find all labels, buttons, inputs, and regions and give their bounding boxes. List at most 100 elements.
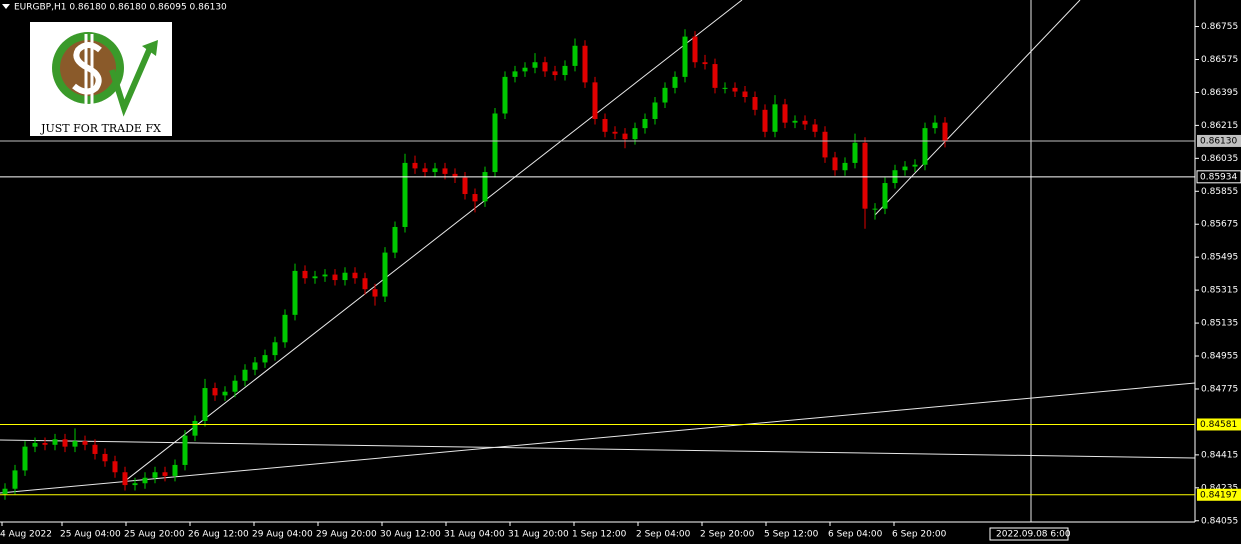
candle-body xyxy=(252,362,258,370)
candle-body xyxy=(822,131,828,158)
x-tick-label: 25 Aug 04:00 xyxy=(60,530,121,540)
candle-body xyxy=(342,272,348,281)
price-label-box xyxy=(1197,488,1241,501)
candle-body xyxy=(572,45,578,66)
candle-body xyxy=(932,122,938,129)
logo-check xyxy=(109,46,153,117)
y-tick-label: 0.85855 xyxy=(1201,187,1238,197)
candle-body xyxy=(842,162,848,171)
x-tick-label: 29 Aug 04:00 xyxy=(252,530,313,540)
candle-body xyxy=(812,124,818,132)
y-tick-label: 0.86395 xyxy=(1201,88,1238,98)
candle-body xyxy=(372,289,378,297)
candle-body xyxy=(282,314,288,343)
candle-body xyxy=(152,472,158,478)
candle-body xyxy=(362,278,368,290)
candle-body xyxy=(652,102,658,119)
candle-body xyxy=(702,62,708,65)
candle-body xyxy=(412,162,418,169)
candle-body xyxy=(122,472,128,486)
trend-line xyxy=(0,382,1196,494)
price-label: 0.85934 xyxy=(1200,172,1237,182)
x-tick-label: 29 Aug 20:00 xyxy=(316,530,377,540)
candle-body xyxy=(272,342,278,356)
candle-body xyxy=(802,120,808,125)
candle-body xyxy=(522,67,528,72)
candle-body xyxy=(72,441,78,447)
candle-body xyxy=(552,71,558,76)
candle-body xyxy=(722,87,728,89)
x-tick-label: 1 Sep 12:00 xyxy=(572,530,627,540)
candle-body xyxy=(382,252,388,297)
candle-body xyxy=(202,388,208,422)
y-tick-label: 0.85675 xyxy=(1201,220,1238,230)
candle-body xyxy=(922,128,928,165)
y-tick-label: 0.84055 xyxy=(1201,516,1238,526)
logo-text: JUST FOR TRADE FX xyxy=(40,122,161,135)
y-tick-label: 0.84235 xyxy=(1201,483,1238,493)
candle-body xyxy=(912,164,918,167)
y-tick-label: 0.86035 xyxy=(1201,154,1238,164)
candle-body xyxy=(682,36,688,77)
price-label: 0.84197 xyxy=(1200,490,1237,500)
candle-body xyxy=(592,82,598,119)
y-tick-label: 0.86215 xyxy=(1201,121,1238,131)
candle-body xyxy=(212,388,218,396)
candle-body xyxy=(782,104,788,123)
candle-body xyxy=(862,142,868,209)
candle-body xyxy=(422,168,428,173)
candle-body xyxy=(472,194,478,202)
logo-s xyxy=(72,42,102,95)
y-tick-label: 0.85315 xyxy=(1201,286,1238,296)
x-tick-label: 30 Aug 12:00 xyxy=(380,530,441,540)
candle-body xyxy=(222,391,228,396)
candle-body xyxy=(762,109,768,132)
x-tick-label: 26 Aug 12:00 xyxy=(188,530,249,540)
candle-body xyxy=(242,369,248,381)
candle-body xyxy=(872,208,878,210)
candle-body xyxy=(772,104,778,132)
candle-body xyxy=(332,274,338,281)
candle-body xyxy=(12,470,18,489)
candle-body xyxy=(562,65,568,76)
candle-body xyxy=(632,128,638,140)
trend-lines xyxy=(0,0,1196,522)
candle-body xyxy=(102,453,108,462)
candle-body xyxy=(662,87,668,103)
price-label-box xyxy=(1197,418,1241,431)
price-label: 0.84581 xyxy=(1200,420,1237,430)
candle-body xyxy=(462,177,468,195)
candle-body xyxy=(752,97,758,110)
candle-body xyxy=(542,62,548,72)
candle-body xyxy=(262,355,268,363)
x-tick-label: 31 Aug 20:00 xyxy=(508,530,569,540)
candle-body xyxy=(182,435,188,465)
trend-line xyxy=(124,0,743,482)
candle-body xyxy=(732,87,738,92)
menu-arrow xyxy=(2,4,10,9)
candle-body xyxy=(162,472,168,476)
x-tick-label: 31 Aug 04:00 xyxy=(444,530,505,540)
candle-body xyxy=(22,446,28,471)
candle-body xyxy=(942,122,948,141)
candle-body xyxy=(852,142,858,163)
y-tick-label: 0.84415 xyxy=(1201,450,1238,460)
candle-body xyxy=(322,274,328,277)
candle-body xyxy=(312,276,318,279)
candle-body xyxy=(742,91,748,98)
x-tick-label: 2 Sep 20:00 xyxy=(700,530,755,540)
candle-body xyxy=(402,162,408,227)
x-tick-label: 2 Sep 04:00 xyxy=(636,530,691,540)
candle-body xyxy=(52,439,58,445)
crosshair-time: 2022.09.08 6:00 xyxy=(996,530,1071,540)
x-tick-label: 6 Sep 20:00 xyxy=(892,530,947,540)
candle-body xyxy=(712,64,718,88)
candle-body xyxy=(62,439,68,447)
candle-body xyxy=(92,444,98,454)
crosshair-time-box xyxy=(989,527,1069,541)
candle-body xyxy=(502,76,508,114)
candle-body xyxy=(32,442,38,447)
candle-body xyxy=(232,380,238,392)
